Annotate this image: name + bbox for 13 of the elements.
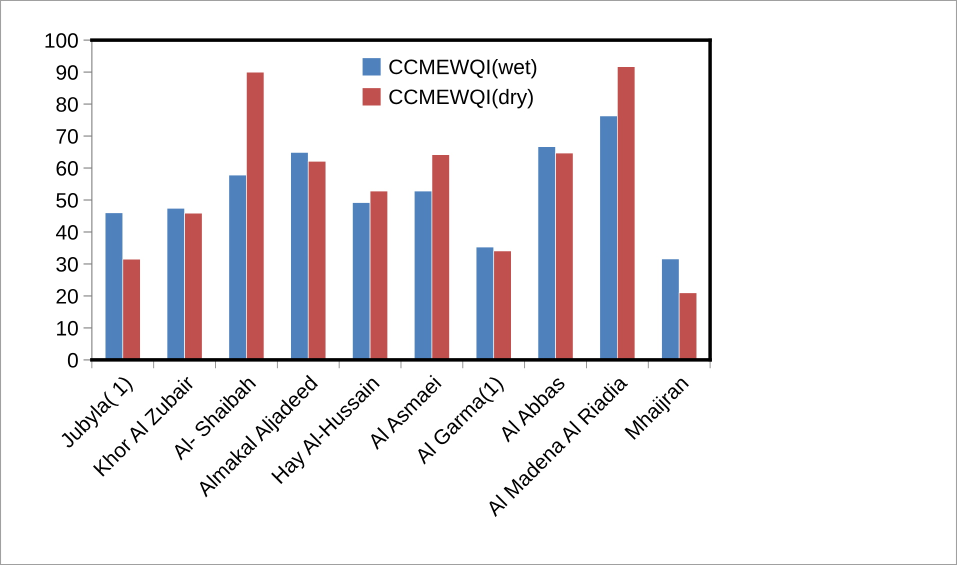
y-tick-label: 70 [56,129,78,144]
y-tick-label: 80 [56,97,78,112]
y-tick-label: 10 [57,320,78,336]
legend-label: CCMEWQI(dry) [389,88,533,108]
legend-label: CCMEWQI(wet) [389,58,536,78]
y-tick-label: 30 [56,256,78,272]
y-tick-label: 0 [68,352,78,368]
y-tick-label: 40 [56,224,78,240]
y-tick-label: 60 [56,161,78,176]
y-tick-label: 90 [56,65,78,80]
y-tick-label: 50 [56,193,78,208]
y-tick-label: 100 [46,33,78,48]
y-tick-label: 20 [56,288,78,304]
